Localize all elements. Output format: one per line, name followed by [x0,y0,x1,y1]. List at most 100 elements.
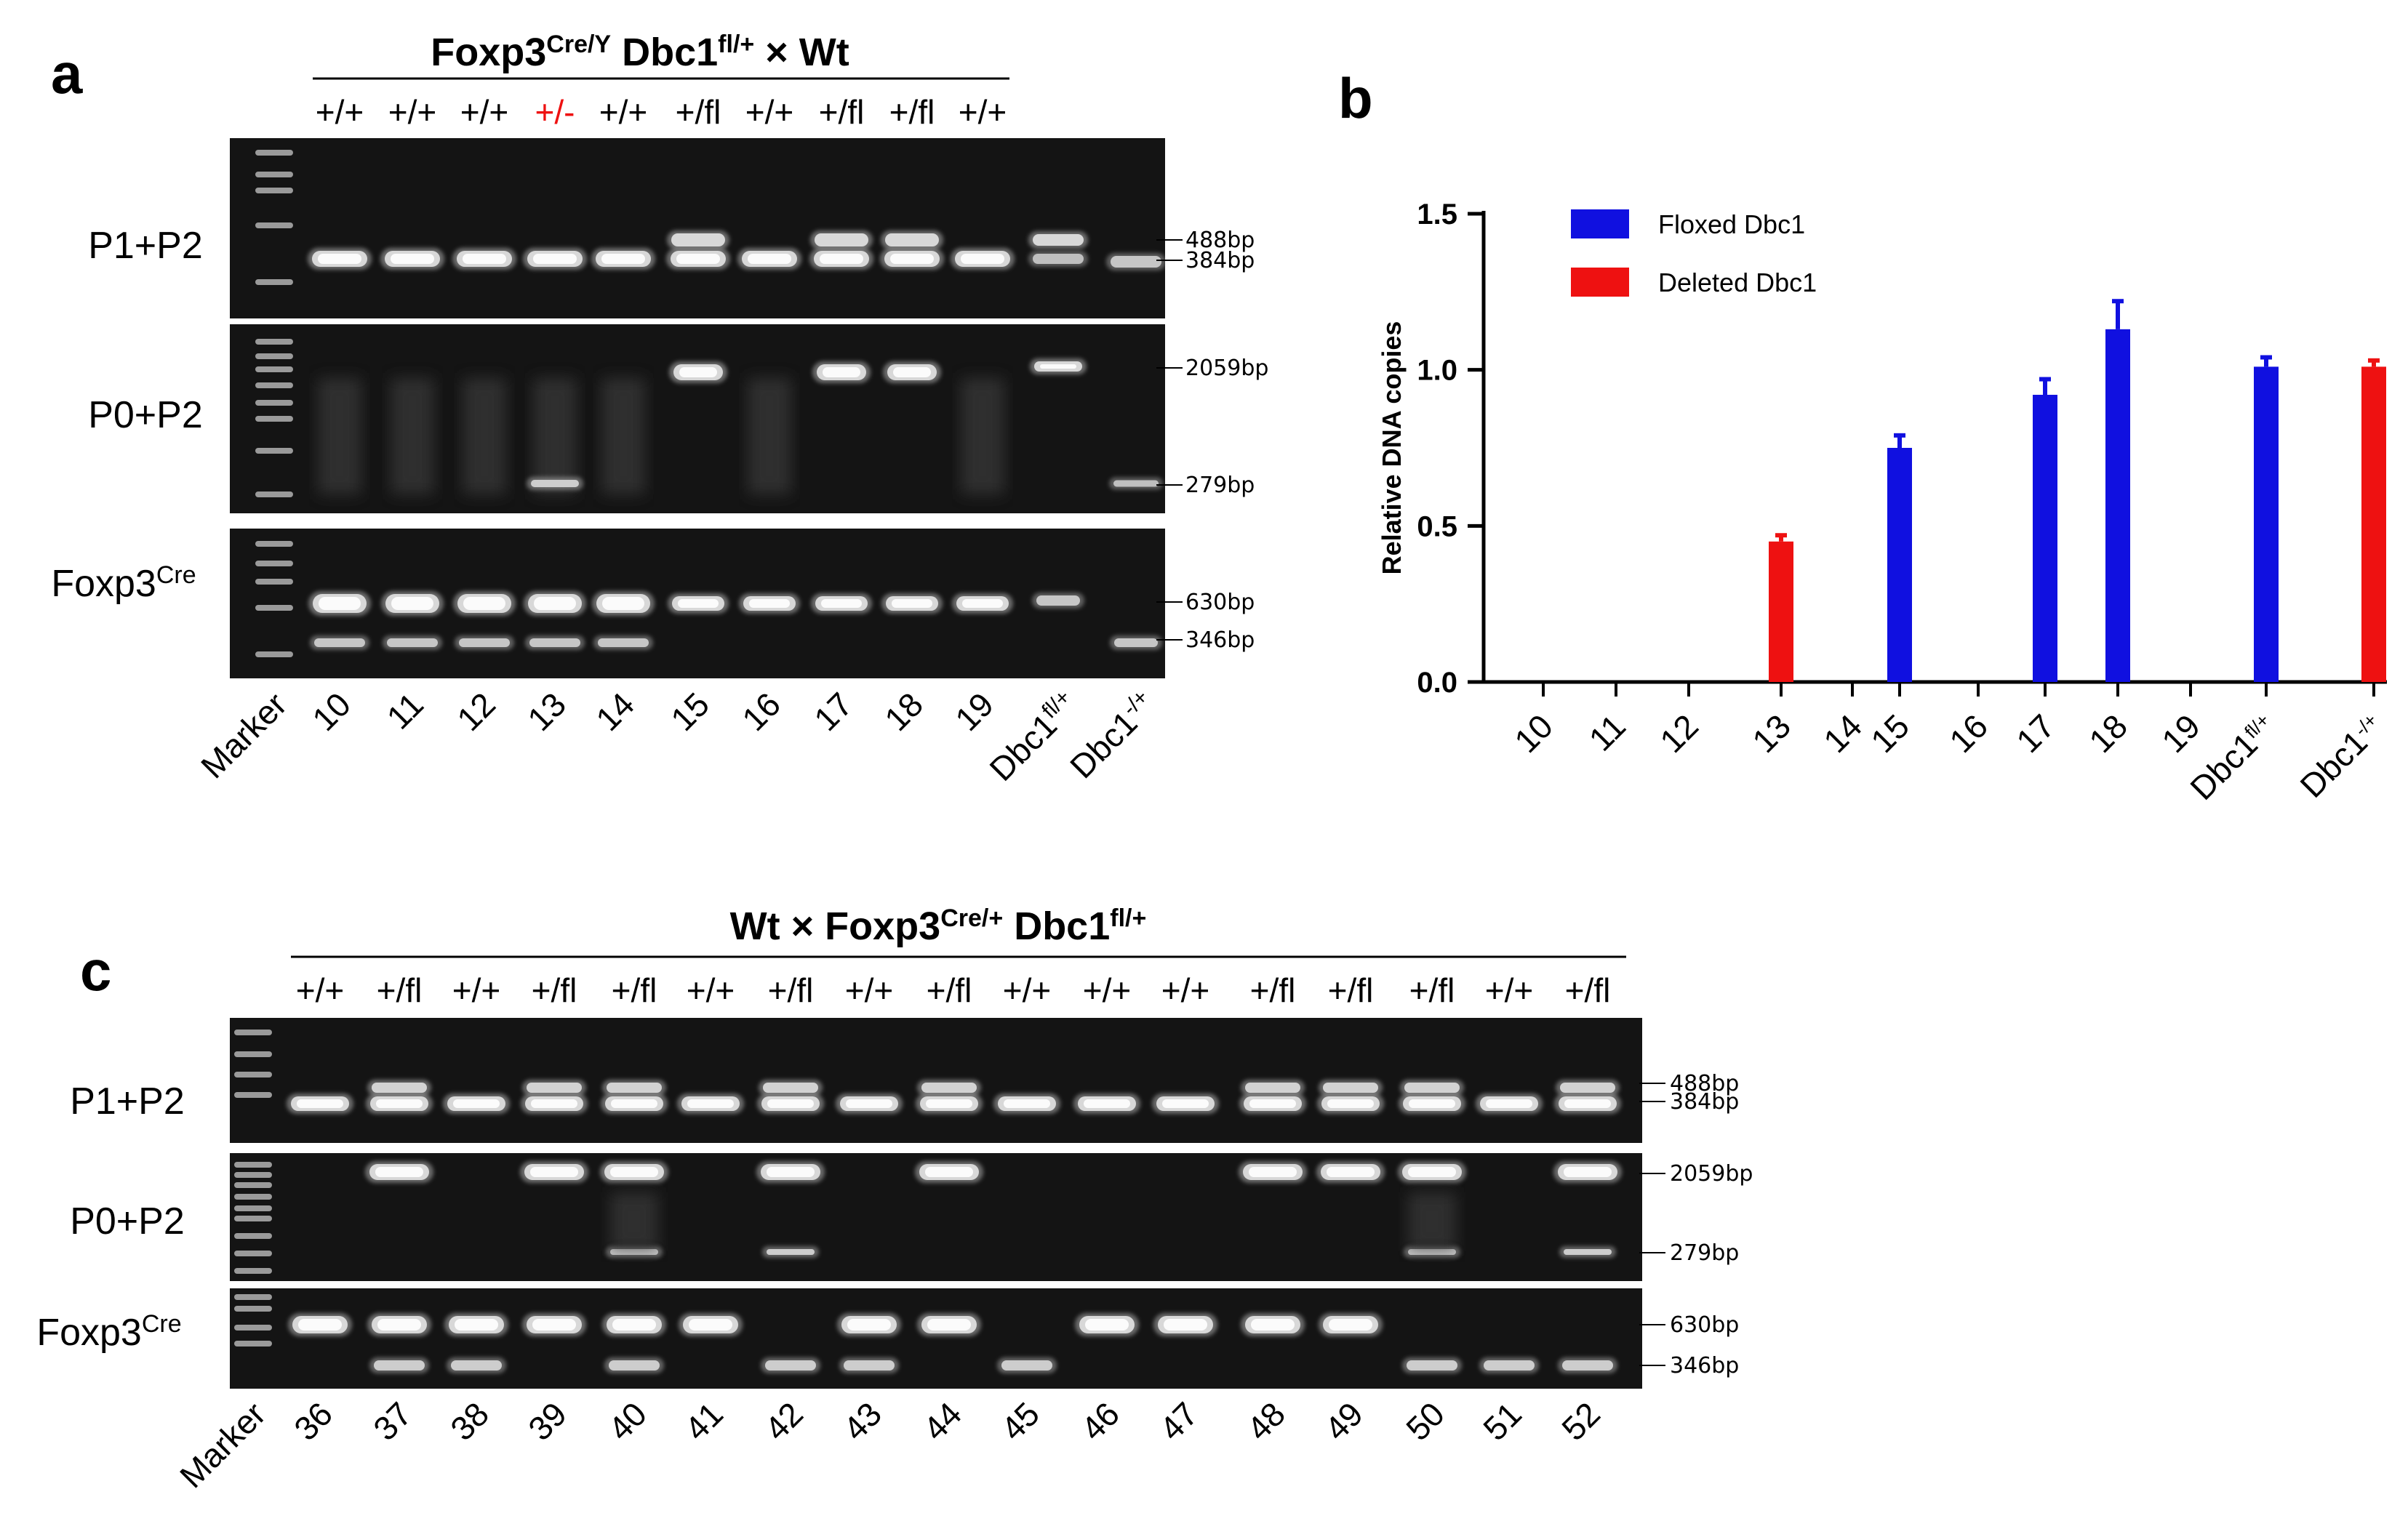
ladder-rung [255,448,293,454]
row-label-sup: Cre [142,1310,182,1338]
x-tick-label-main: 18 [2081,707,2135,760]
gel-band-core [962,599,1003,608]
lane-label-main: 41 [677,1394,730,1448]
genotype-label: +/fl [676,93,721,131]
row-label: P0+P2 [70,1200,185,1243]
gel-band [1114,638,1158,647]
lane-label-main: 10 [305,685,358,738]
bp-label: 2059bp [1185,356,1268,381]
gel-band-core [767,1167,815,1177]
gel-band-core [1004,1099,1050,1108]
lane-label-main: 49 [1317,1394,1370,1448]
gel-band-core [531,1099,577,1108]
gel-band-core [687,1099,734,1108]
genotype-label: +/+ [296,971,345,1009]
gel-band-core [846,1099,892,1108]
genotype-label: +/+ [1161,971,1210,1009]
lane-label: 48 [1239,1394,1292,1448]
y-tick-label: 1.0 [1417,355,1457,387]
x-tick-label: 18 [2081,707,2135,760]
ladder-rung [255,579,293,585]
ladder-rung [255,605,293,611]
cross-part: Foxp3 [431,31,546,74]
gel-band-core [689,1319,732,1331]
genotype-label: +/fl [1409,971,1455,1009]
bar-floxed-dbc1-18 [2105,329,2130,682]
bar-floxed-dbc1-Dbc1fl [2254,366,2279,682]
lane-label: 17 [807,685,860,738]
row-label-main: P1+P2 [88,225,203,267]
gel-band-core [678,599,719,608]
ladder-rung [255,400,293,406]
ladder-rung [255,353,293,359]
ladder-rung [234,1216,272,1221]
gel-band-core [532,1319,576,1331]
genotype-label: +/+ [1083,971,1132,1009]
lane-label-main: 39 [521,1394,574,1448]
bar-chart: 0.0 0.5 1.0 1.5 Relative DNA copies 10 11 12 13 1… [1377,198,2387,807]
gel-band-core [610,1167,658,1177]
panel-b: b 0.0 0.5 1.0 1.5 Relative DNA copies 10 11 12 1… [1338,66,2387,807]
gel-band-core [767,1099,814,1108]
gel-band [607,1083,662,1093]
gel-smear [463,378,506,494]
gel-band-core [890,254,934,264]
gel-band [1245,1083,1300,1093]
gel-smear [610,1192,658,1251]
gel-band [374,1360,425,1371]
lane-label-main: 44 [916,1394,969,1448]
panel-c: c Wt × Foxp3Cre/+ Dbc1fl/+ +/+ +/fl +/+ +/f… [36,904,1753,1495]
ladder-rung [255,382,293,388]
bp-label: 384bp [1670,1089,1739,1115]
genotype-label: +/- [535,93,575,131]
lane-label: Marker [172,1394,273,1495]
ladder-rung [255,222,293,228]
ladder-rung [255,541,293,547]
gel-band-core [1409,1099,1455,1108]
lane-label: Marker [193,685,294,785]
gel-band [459,638,510,647]
gel-smear [391,378,434,494]
gel-band-core [847,1319,891,1331]
gel-band-core [961,254,1004,264]
ladder-rung [255,491,293,497]
gel-band [598,638,649,647]
gel-band-core [602,597,644,610]
lane-label: 39 [521,1394,574,1448]
ladder-rung [234,1268,272,1274]
gel-band [815,233,868,246]
lane-label-main: 51 [1476,1394,1529,1448]
ladder-rung [234,1051,272,1057]
gel-band-core [534,597,576,610]
y-axis-label: Relative DNA copies [1377,321,1407,575]
gel-band [527,1083,582,1093]
ladder-rung [255,561,293,566]
ladder-rung [234,1030,272,1035]
bar-floxed-dbc1-15 [1887,448,1912,682]
cross-sup: fl/+ [718,31,754,58]
lane-label-main: 50 [1399,1394,1452,1448]
lane-label-main: 13 [520,685,573,738]
ladder-rung [255,172,293,177]
x-tick-label: 11 [1582,707,1633,758]
gel-band-core [376,1099,423,1108]
gel-smear [748,378,791,494]
gel-smear [533,378,577,494]
ladder-rung [234,1233,272,1239]
bp-label: 384bp [1185,248,1255,273]
gel-band-core [1249,1099,1296,1108]
genotype-label: +/+ [959,93,1007,131]
gel-band-core [391,254,434,264]
panel-c-gels [230,1018,1642,1389]
lane-label-main: 15 [663,685,716,738]
lane-label-main: Marker [172,1394,273,1495]
gel-smear [961,378,1004,494]
legend-swatch [1571,268,1629,297]
cross-sup: fl/+ [1110,904,1146,932]
lane-label-main: 17 [807,685,860,738]
lane-label-main: 40 [601,1394,654,1448]
bp-label: 630bp [1670,1312,1739,1338]
bar-floxed-dbc1-17 [2033,395,2057,682]
gel-band [1323,1083,1378,1093]
genotype-label: +/fl [1250,971,1296,1009]
